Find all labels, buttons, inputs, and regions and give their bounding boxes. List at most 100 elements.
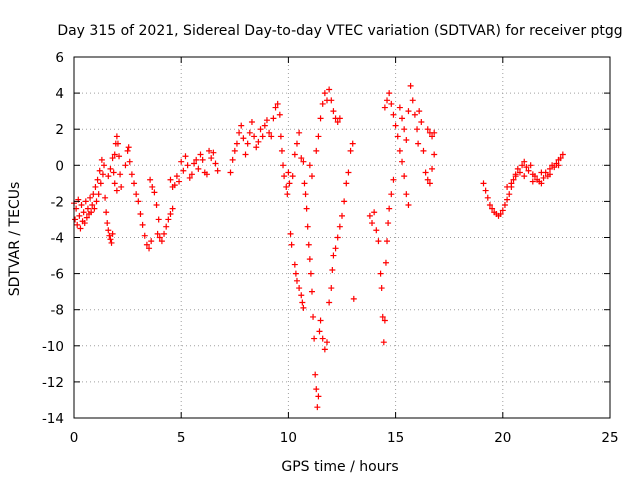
data-point	[328, 97, 335, 104]
data-point	[83, 214, 90, 221]
data-point	[540, 174, 547, 181]
data-point	[210, 149, 217, 156]
data-point	[366, 212, 373, 219]
data-point	[506, 191, 513, 198]
data-point	[557, 155, 564, 162]
data-point	[317, 115, 324, 122]
data-point	[156, 234, 163, 241]
data-point	[501, 202, 508, 209]
data-point	[323, 339, 330, 346]
data-point	[286, 180, 293, 187]
data-point	[94, 176, 101, 183]
data-point	[330, 252, 337, 259]
data-point	[155, 216, 162, 223]
data-point	[147, 176, 154, 183]
data-point	[141, 232, 148, 239]
data-point	[108, 239, 115, 246]
data-point	[96, 167, 103, 174]
data-point	[375, 238, 382, 245]
data-point	[336, 115, 343, 122]
data-point	[381, 104, 388, 111]
data-point	[306, 256, 313, 263]
y-tick-label: 0	[55, 158, 64, 174]
data-point	[270, 115, 277, 122]
data-point	[499, 207, 506, 214]
data-point	[178, 158, 185, 165]
data-point	[321, 346, 328, 353]
data-point	[411, 111, 418, 118]
data-point	[131, 180, 138, 187]
data-point	[276, 111, 283, 118]
data-point	[373, 227, 380, 234]
data-point	[77, 225, 84, 232]
data-point	[334, 118, 341, 125]
data-point	[191, 160, 198, 167]
data-point	[284, 191, 291, 198]
data-point	[384, 238, 391, 245]
data-point	[135, 198, 142, 205]
y-axis-label: SDTVAR / TECUs	[7, 182, 23, 297]
data-point	[388, 100, 395, 107]
y-tick-label: -10	[42, 339, 64, 355]
data-point	[314, 404, 321, 411]
data-point	[508, 180, 515, 187]
data-point	[415, 140, 422, 147]
data-point	[390, 111, 397, 118]
y-tick-label: 4	[55, 86, 64, 102]
data-point	[299, 299, 306, 306]
data-point	[182, 153, 189, 160]
data-point	[101, 162, 108, 169]
data-point	[429, 133, 436, 140]
data-point	[128, 171, 135, 178]
data-point	[296, 285, 303, 292]
data-point	[546, 165, 553, 172]
data-point	[403, 137, 410, 144]
data-point	[171, 182, 178, 189]
data-point	[308, 173, 315, 180]
data-point	[298, 155, 305, 162]
y-tick-label: -14	[42, 411, 64, 427]
data-point	[257, 126, 264, 133]
data-point	[418, 118, 425, 125]
x-axis-label: GPS time / hours	[281, 459, 398, 475]
data-point	[311, 335, 318, 342]
data-point	[551, 164, 558, 171]
data-point	[240, 135, 247, 142]
data-point	[497, 211, 504, 218]
data-point	[113, 187, 120, 194]
data-point	[137, 211, 144, 218]
data-point	[163, 223, 170, 230]
data-point	[519, 162, 526, 169]
data-point	[328, 285, 335, 292]
data-point	[392, 122, 399, 129]
data-point	[195, 165, 202, 172]
data-point	[399, 158, 406, 165]
data-point	[89, 202, 96, 209]
data-point	[521, 158, 528, 165]
data-point	[90, 191, 97, 198]
data-point	[521, 173, 528, 180]
data-point	[431, 129, 438, 136]
data-point	[482, 187, 489, 194]
x-tick-label: 0	[70, 430, 79, 446]
data-point	[510, 176, 517, 183]
data-point	[326, 86, 333, 93]
data-point	[293, 277, 300, 284]
data-point	[312, 371, 319, 378]
data-point	[486, 202, 493, 209]
data-point	[287, 230, 294, 237]
data-point	[293, 140, 300, 147]
x-tick-label: 25	[601, 430, 618, 446]
data-point	[126, 158, 133, 165]
data-point	[288, 241, 295, 248]
data-point	[386, 90, 393, 97]
data-point	[111, 180, 118, 187]
data-point	[76, 212, 83, 219]
data-point	[345, 169, 352, 176]
data-point	[329, 266, 336, 273]
data-point	[527, 162, 534, 169]
data-point	[173, 173, 180, 180]
data-point	[105, 227, 112, 234]
data-point	[303, 205, 310, 212]
x-tick-label: 20	[494, 430, 511, 446]
